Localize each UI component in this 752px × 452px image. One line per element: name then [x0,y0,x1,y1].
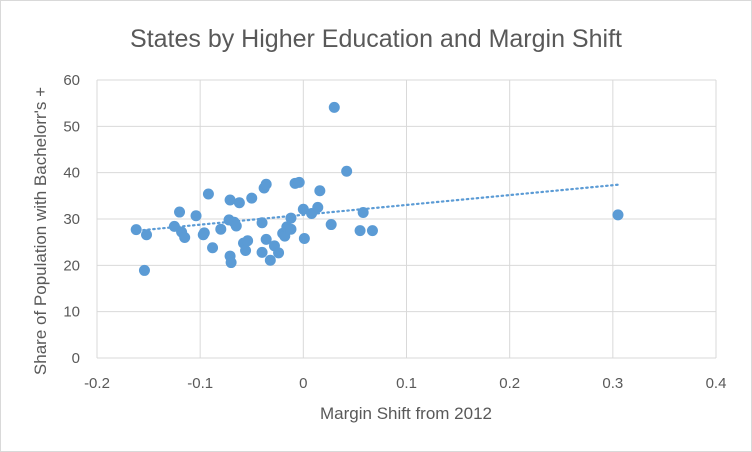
x-tick-label: 0.1 [396,375,417,392]
trendline [137,183,620,232]
data-point [215,223,227,235]
x-tick-label: 0 [299,375,307,392]
data-point [246,192,258,204]
data-point [225,257,237,269]
x-axis-title: Margin Shift from 2012 [320,404,492,423]
data-point [357,207,369,219]
data-point [256,246,268,258]
y-tick-label: 30 [63,211,80,228]
data-point [297,203,309,215]
data-point [341,165,353,177]
data-point [354,225,366,237]
trendline-path [137,183,620,232]
data-point [366,225,378,237]
y-tick-label: 40 [63,165,80,182]
data-point [285,212,297,224]
data-point [325,219,337,231]
data-points [130,101,624,276]
gridlines [96,79,717,359]
y-tick-label: 20 [63,257,80,274]
data-point [260,233,272,245]
x-tick-label: 0.2 [499,375,520,392]
data-point [242,235,254,247]
data-point [264,254,276,266]
data-point [202,188,214,200]
data-point [240,245,252,257]
y-tick-label: 0 [72,350,80,367]
data-point [256,217,268,229]
data-point [141,229,153,241]
data-point [190,210,202,222]
data-point [230,220,242,232]
y-axis-title: Share of Population with Bachelorr's + [31,87,50,375]
data-point [612,209,624,221]
data-point [312,201,324,213]
x-tick-label: 0.3 [602,375,623,392]
y-axis-ticks: 0 10 20 30 40 50 60 [63,72,80,367]
data-point [224,194,236,206]
x-axis-ticks: -0.2 -0.1 0 0.1 0.2 0.3 0.4 [84,375,726,392]
data-point [328,101,340,113]
data-point [260,178,272,190]
y-tick-label: 10 [63,304,80,321]
data-point [207,242,219,254]
chart-title: States by Higher Education and Margin Sh… [130,25,622,53]
x-tick-label: 0.4 [706,375,727,392]
x-tick-label: -0.1 [187,375,213,392]
data-point [273,247,285,259]
data-point [314,185,326,197]
data-point [285,223,297,235]
data-point [130,224,142,236]
data-point [179,232,191,244]
y-tick-label: 60 [63,72,80,89]
data-point [174,206,186,218]
data-point [198,227,210,239]
x-tick-label: -0.2 [84,375,110,392]
y-tick-label: 50 [63,118,80,135]
data-point [233,197,245,209]
data-point [293,176,305,188]
data-point [298,232,310,244]
data-point [138,264,150,276]
